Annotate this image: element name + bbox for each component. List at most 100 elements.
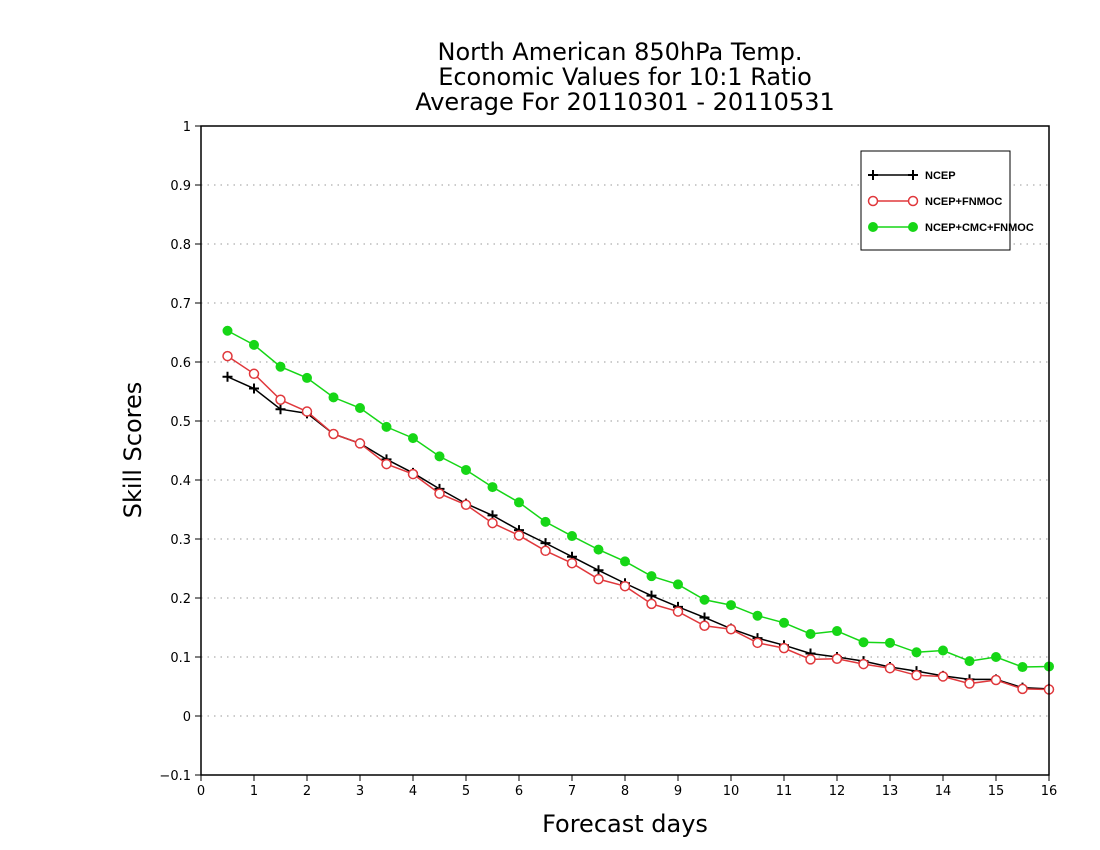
data-point-ncep-fnmoc — [805, 654, 816, 665]
data-point-ncep-cmc-fnmoc — [858, 637, 869, 648]
y-axis-ticks: −0.1 0 0.1 0.2 0.3 0.4 0.5 0.6 0.7 0.8 0.9 1 — [159, 120, 201, 784]
series-ncep-fnmoc — [222, 350, 1055, 695]
y-tick-label: 0.2 — [170, 592, 191, 607]
data-point-ncep-cmc-fnmoc — [487, 482, 498, 493]
data-point-ncep-fnmoc — [540, 545, 551, 557]
chart-title-line-1: North American 850hPa Temp. — [438, 38, 803, 66]
data-point-ncep-fnmoc — [699, 620, 710, 631]
y-tick-label: 0 — [183, 710, 191, 725]
x-tick-label: 1 — [250, 784, 258, 799]
data-point-ncep-cmc-fnmoc — [752, 610, 763, 621]
y-tick-label: −0.1 — [159, 769, 191, 784]
data-point-ncep-fnmoc — [911, 670, 922, 681]
series-line-ncep — [227, 376, 1050, 690]
legend-label-ncep-fnmoc: NCEP+FNMOC — [925, 196, 1002, 208]
data-point-ncep-cmc-fnmoc — [991, 652, 1001, 662]
legend: NCEP NCEP+FNMOC NCEP+CMC+FNMOC — [860, 150, 1034, 251]
legend-marker-ncep-cmc-fnmoc — [908, 222, 918, 232]
data-point-ncep — [249, 383, 259, 394]
data-point-ncep — [593, 565, 604, 576]
data-point-ncep-cmc-fnmoc — [355, 403, 365, 414]
y-tick-label: 0.3 — [170, 533, 191, 548]
data-point-ncep-fnmoc — [566, 557, 578, 569]
x-tick-label: 5 — [462, 784, 470, 799]
data-point-ncep-fnmoc — [381, 458, 392, 470]
y-tick-label: 0.4 — [170, 474, 191, 489]
x-tick-label: 4 — [409, 784, 417, 799]
data-point-ncep-cmc-fnmoc — [1017, 662, 1028, 673]
x-tick-label: 15 — [988, 784, 1005, 799]
x-tick-label: 2 — [303, 784, 311, 799]
data-point-ncep-cmc-fnmoc — [275, 361, 286, 372]
series-line-ncep-fnmoc — [227, 355, 1050, 691]
data-point-ncep-fnmoc — [487, 517, 498, 529]
data-point-ncep-cmc-fnmoc — [249, 339, 259, 350]
data-point-ncep-fnmoc — [884, 662, 896, 674]
data-point-ncep-fnmoc — [858, 658, 869, 670]
data-point-ncep-cmc-fnmoc — [434, 451, 445, 462]
data-point-ncep-cmc-fnmoc — [222, 325, 233, 336]
x-tick-label: 9 — [674, 784, 682, 799]
data-point-ncep-cmc-fnmoc — [514, 497, 524, 508]
data-point-ncep-cmc-fnmoc — [699, 594, 710, 605]
data-point-ncep-cmc-fnmoc — [302, 372, 312, 383]
chart-title-line-3: Average For 20110301 - 20110531 — [415, 88, 835, 116]
series-ncep-cmc-fnmoc — [222, 325, 1054, 673]
data-point-ncep-cmc-fnmoc — [805, 628, 816, 639]
x-tick-label: 3 — [356, 784, 364, 799]
y-tick-label: 0.8 — [170, 238, 191, 253]
x-tick-label: 16 — [1041, 784, 1058, 799]
series-line-ncep-cmc-fnmoc — [227, 330, 1050, 668]
x-tick-label: 7 — [568, 784, 576, 799]
series-ncep — [222, 371, 1054, 694]
data-point-ncep-cmc-fnmoc — [408, 433, 418, 444]
data-point-ncep-cmc-fnmoc — [726, 600, 736, 611]
data-point-ncep-fnmoc — [990, 674, 1002, 686]
data-point-ncep-fnmoc — [301, 406, 313, 417]
data-point-ncep-fnmoc — [672, 606, 684, 617]
data-point-ncep-fnmoc — [275, 394, 286, 406]
data-point-ncep-cmc-fnmoc — [779, 617, 789, 628]
x-tick-label: 8 — [621, 784, 629, 799]
x-tick-label: 14 — [935, 784, 952, 799]
data-point-ncep-cmc-fnmoc — [673, 579, 683, 590]
data-point-ncep-fnmoc — [752, 637, 763, 649]
y-tick-label: 0.7 — [170, 297, 191, 312]
data-point-ncep-fnmoc — [354, 438, 366, 449]
data-point-ncep-cmc-fnmoc — [620, 556, 630, 567]
data-point-ncep-fnmoc — [937, 671, 949, 682]
legend-label-ncep: NCEP — [925, 170, 956, 182]
y-axis-label: Skill Scores — [119, 382, 147, 519]
plot-series — [222, 325, 1055, 695]
y-tick-label: 0.9 — [170, 179, 191, 194]
y-tick-label: 1 — [183, 120, 191, 135]
legend-marker-ncep — [908, 170, 918, 180]
data-point-ncep-cmc-fnmoc — [593, 544, 604, 555]
y-tick-label: 0.6 — [170, 356, 191, 371]
data-point-ncep-cmc-fnmoc — [964, 656, 975, 667]
chart-title: North American 850hPa Temp. Economic Val… — [415, 38, 835, 116]
data-point-ncep-cmc-fnmoc — [567, 531, 577, 542]
data-point-ncep-cmc-fnmoc — [938, 645, 948, 656]
x-tick-label: 13 — [882, 784, 899, 799]
data-point-ncep — [275, 404, 286, 415]
data-point-ncep-cmc-fnmoc — [832, 626, 842, 637]
data-point-ncep-fnmoc — [778, 642, 790, 654]
x-tick-label: 11 — [776, 784, 793, 799]
data-point-ncep-fnmoc — [407, 468, 419, 480]
x-tick-label: 0 — [197, 784, 205, 799]
data-point-ncep-cmc-fnmoc — [328, 392, 339, 403]
y-tick-label: 0.1 — [170, 651, 191, 666]
data-point-ncep-fnmoc — [1017, 683, 1028, 695]
data-point-ncep-fnmoc — [328, 428, 339, 440]
gridlines — [201, 184, 1049, 717]
x-axis-label: Forecast days — [542, 810, 708, 838]
data-point-ncep-fnmoc — [964, 678, 975, 689]
data-point-ncep-cmc-fnmoc — [381, 421, 392, 432]
data-point-ncep-fnmoc — [725, 624, 737, 635]
data-point-ncep-cmc-fnmoc — [646, 571, 657, 582]
y-tick-label: 0.5 — [170, 415, 191, 430]
legend-marker-ncep-fnmoc — [907, 195, 919, 207]
x-tick-label: 10 — [723, 784, 740, 799]
